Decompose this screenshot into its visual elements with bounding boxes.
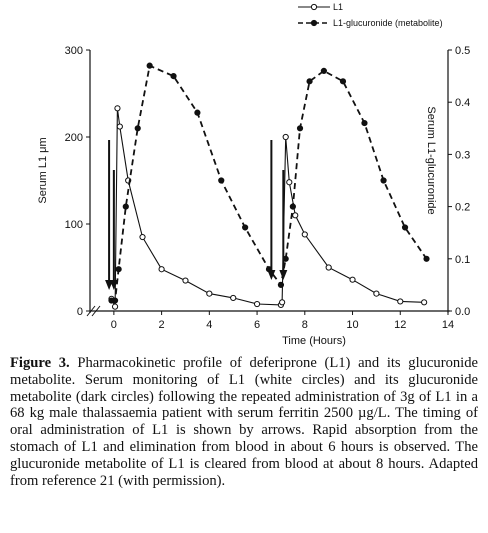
l1-data-point [158,266,165,273]
l1-data-point [116,123,123,130]
metabolite-data-point [401,224,409,231]
l1-data-point [349,276,356,283]
y-right-axis-title: Serum L1-glucuronide [425,106,437,214]
dose-arrow [267,140,276,280]
l1-data-point [253,300,261,308]
l1-data-point [325,264,332,271]
l1-data-point [182,277,189,284]
pharmacokinetic-chart: 0 2 4 6 8 10 12 14 0 100 200 300 0.0 0.1 0.2 0.3 0.4 0.5 T… [37,2,470,347]
y-right-tick-label: 0.4 [455,97,470,109]
x-tick-label: 12 [394,319,406,331]
metabolite-series-line [111,64,428,302]
x-tick-label: 0 [111,319,117,331]
metabolite-data-point [115,266,122,273]
y-right-tick-label: 0.5 [455,45,470,57]
metabolite-data-point [306,78,313,85]
l1-data-point [397,298,404,305]
l1-data-point [373,290,380,297]
metabolite-data-point [122,203,129,210]
l1-data-point [292,212,299,219]
x-tick-label: 10 [346,319,358,331]
metabolite-data-point [296,125,304,132]
y-left-tick-label: 200 [65,132,83,144]
metabolite-data-point [320,67,327,74]
metabolite-data-point [242,224,249,231]
l1-data-point [230,294,237,302]
y-left-tick-label: 300 [65,45,83,57]
dose-arrow-head [109,280,118,290]
figure-caption: Figure 3. Pharmacokinetic profile of def… [10,355,478,489]
l1-data-point [279,299,286,306]
metabolite-data-point [218,177,225,184]
y-left-axis-title: Serum L1 μm [37,137,49,203]
x-tick-label: 14 [442,319,454,331]
dose-arrow [109,170,118,290]
y-right-tick-label: 0.2 [455,202,470,214]
legend-entry: L1-glucuronide (metabolite) [333,18,443,28]
legend-marker [310,3,318,11]
l1-data-point [111,303,119,310]
axis-break-mark [86,305,96,317]
dose-arrow [279,170,288,280]
y-left-tick-label: 100 [65,219,83,231]
x-tick-label: 4 [206,319,212,331]
l1-data-point [282,133,289,141]
l1-data-point [421,299,428,306]
metabolite-data-point [339,78,347,85]
metabolite-data-point [134,125,141,132]
caption-text: Pharmacokinetic profile of deferiprone (… [10,355,478,489]
y-right-tick-label: 0.3 [455,149,470,161]
chart: 0 2 4 6 8 10 12 14 0 100 200 300 0.0 0.1 0.2 0.3 0.4 0.5 T… [37,2,470,347]
legend-marker [310,19,318,27]
x-tick-label: 2 [159,319,165,331]
metabolite-data-point [146,62,153,69]
metabolite-data-point [423,255,430,262]
metabolite-data-point [170,73,177,80]
x-tick-label: 6 [254,319,260,331]
l1-data-point [301,231,308,238]
x-axis-title: Time (Hours) [282,335,346,347]
l1-data-point [139,233,146,241]
dose-arrow [105,140,114,290]
x-tick-label: 8 [302,319,308,331]
y-left-tick-label: 0 [77,306,83,318]
l1-series-line [111,108,425,307]
metabolite-data-point [194,109,201,116]
metabolite-data-point [289,203,296,210]
axis-break-mark [91,305,101,317]
l1-data-point [206,290,213,297]
metabolite-data-point [380,177,387,184]
legend-entry: L1 [333,2,343,12]
dose-arrow-head [267,270,276,280]
dose-arrow-head [279,270,288,280]
y-right-tick-label: 0.0 [455,306,470,318]
metabolite-data-point [361,119,368,127]
metabolite-data-point [277,281,285,288]
y-right-tick-label: 0.1 [455,254,470,266]
caption-label: Figure 3. [10,355,70,371]
l1-data-point [286,179,293,186]
l1-data-point [114,105,121,112]
metabolite-data-point [111,297,119,304]
